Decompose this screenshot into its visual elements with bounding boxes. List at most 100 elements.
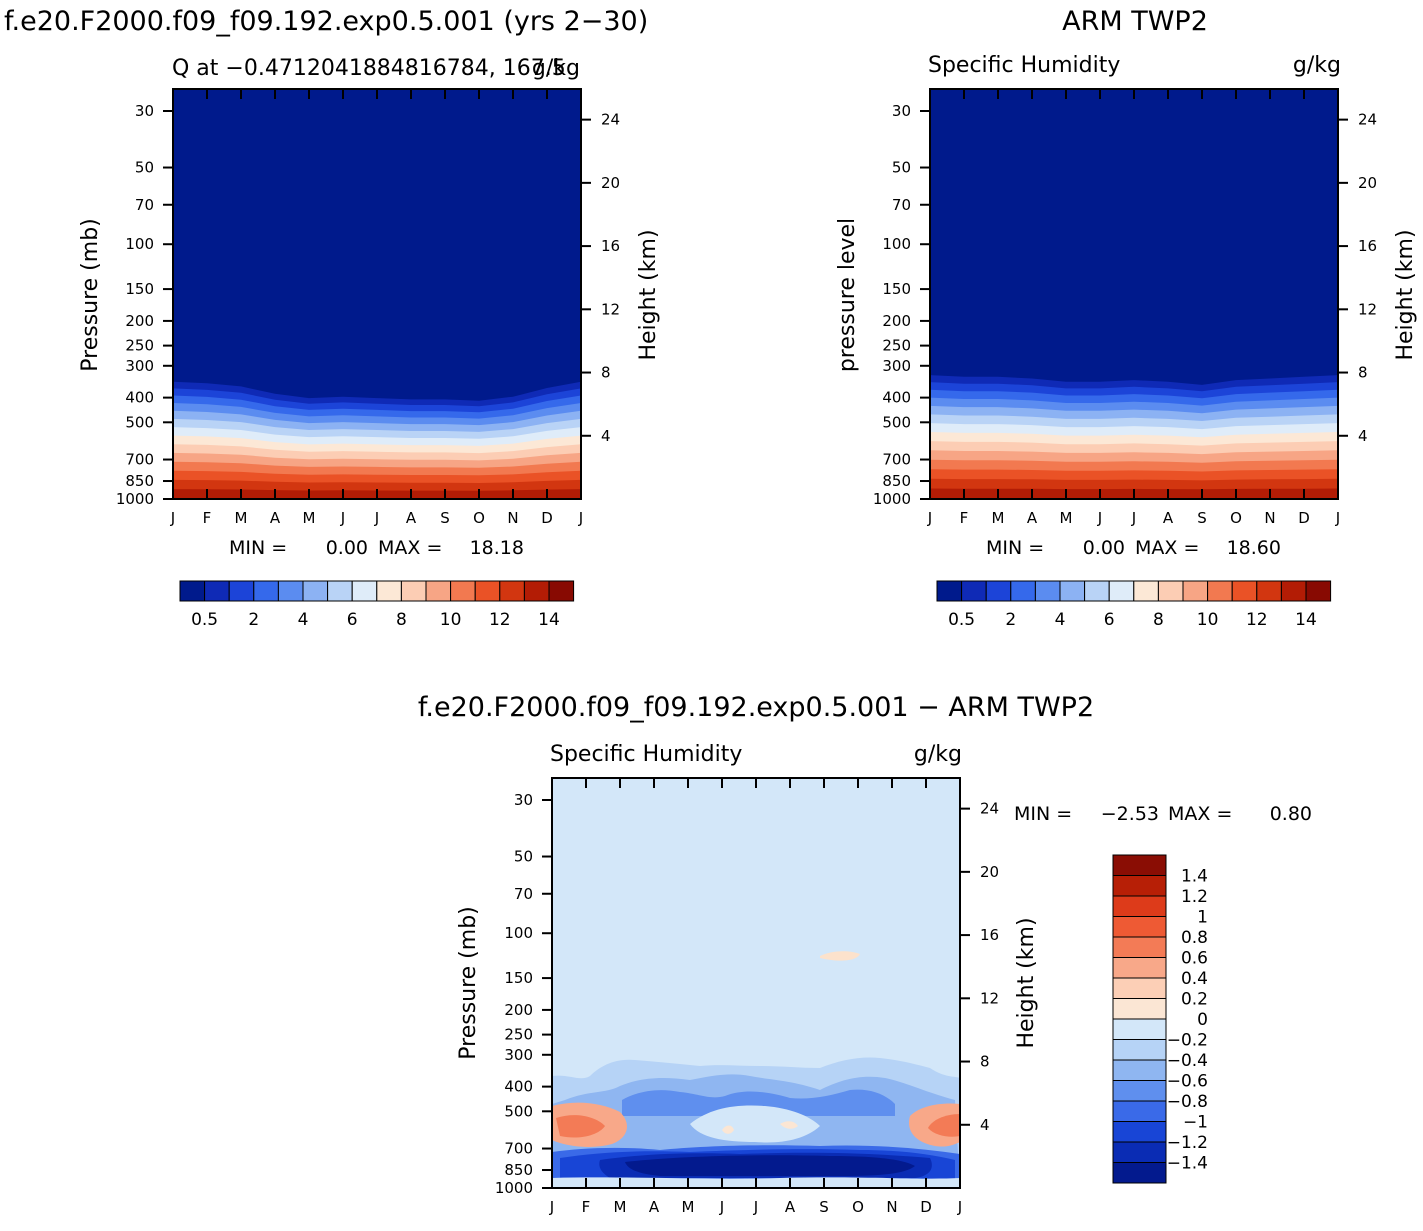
x-tick-label: A bbox=[406, 509, 417, 527]
x-tick-label: F bbox=[960, 509, 969, 527]
colorbar-box bbox=[253, 580, 279, 602]
y2-tick-label: 16 bbox=[980, 926, 999, 944]
x-tick-label: M bbox=[303, 509, 316, 527]
colorbar-box bbox=[327, 580, 353, 602]
panel-model-ticks: J F M A M J J A S O N D J 30 50 70 100 150 200 250 300 400 500… bbox=[116, 89, 620, 527]
colorbar-box bbox=[936, 580, 963, 602]
y-tick-label: 500 bbox=[504, 1102, 533, 1120]
y-tick-label: 500 bbox=[125, 413, 154, 431]
colorbar-box bbox=[1112, 1080, 1167, 1102]
y-tick-label: 100 bbox=[882, 235, 911, 253]
panel-diff-ylabel: Pressure (mb) bbox=[456, 906, 481, 1060]
colorbar-label: 12 bbox=[489, 610, 511, 630]
y-tick-label: 250 bbox=[504, 1026, 533, 1044]
x-tick-label: J bbox=[719, 1198, 724, 1216]
panel-diff-ylabel-right: Height (km) bbox=[1014, 917, 1039, 1048]
x-tick-label: A bbox=[785, 1198, 796, 1216]
panel-diff-max-value: 0.80 bbox=[1270, 803, 1312, 825]
y2-tick-label: 24 bbox=[601, 111, 620, 129]
colorbar-box bbox=[1108, 580, 1135, 602]
y2-tick-label: 8 bbox=[601, 364, 611, 382]
x-tick-label: D bbox=[1298, 509, 1310, 527]
x-tick-label: A bbox=[649, 1198, 660, 1216]
x-tick-label: J bbox=[753, 1198, 758, 1216]
x-tick-label: A bbox=[270, 509, 281, 527]
x-tick-label: A bbox=[1027, 509, 1038, 527]
y-tick-label: 30 bbox=[892, 102, 911, 120]
colorbar-box bbox=[376, 580, 402, 602]
x-tick-label: J bbox=[578, 509, 583, 527]
panel-diff-min-label: MIN = bbox=[1014, 803, 1072, 825]
y2-tick-label: 20 bbox=[1358, 174, 1377, 192]
colorbar-label: 0.5 bbox=[191, 610, 218, 630]
y-tick-label: 100 bbox=[125, 235, 154, 253]
y-tick-label: 400 bbox=[504, 1078, 533, 1096]
x-tick-label: M bbox=[682, 1198, 695, 1216]
y-tick-label: 100 bbox=[504, 924, 533, 942]
y-tick-label: 70 bbox=[514, 885, 533, 903]
panel-model-min-value: 0.00 bbox=[326, 537, 368, 559]
diff-contour-zero-dot-b bbox=[780, 1121, 798, 1129]
panel-model-ylabel: Pressure (mb) bbox=[78, 218, 103, 372]
y-tick-label: 250 bbox=[882, 337, 911, 355]
y-tick-label: 1000 bbox=[873, 490, 911, 508]
diff-contour-minus14 bbox=[625, 1155, 915, 1176]
colorbar-box bbox=[1112, 998, 1167, 1020]
colorbar-box bbox=[1112, 916, 1167, 938]
panel-obs-ylabel-right: Height (km) bbox=[1393, 229, 1418, 360]
colorbar-label: 10 bbox=[1197, 610, 1219, 630]
y-tick-label: 150 bbox=[504, 969, 533, 987]
colorbar-box bbox=[1112, 1059, 1167, 1081]
colorbar-label: 1.2 bbox=[1181, 887, 1208, 907]
diff-contour-light-mid bbox=[690, 1105, 820, 1143]
colorbar-label: −1.4 bbox=[1167, 1154, 1208, 1174]
x-tick-label: J bbox=[340, 509, 345, 527]
colorbar-box bbox=[1112, 977, 1167, 999]
colorbar-label: 0 bbox=[1197, 1010, 1208, 1030]
x-tick-label: J bbox=[927, 509, 932, 527]
y-tick-label: 30 bbox=[514, 791, 533, 809]
y2-tick-label: 16 bbox=[1358, 237, 1377, 255]
x-tick-label: M bbox=[1060, 509, 1073, 527]
colorbar-box bbox=[277, 580, 304, 602]
colorbar-label: 0.6 bbox=[1181, 949, 1208, 969]
colorbar-label: −0.6 bbox=[1167, 1072, 1208, 1092]
difference-panel-title: f.e20.F2000.f09_f09.192.exp0.5.001 − ARM… bbox=[418, 692, 1094, 723]
y-tick-label: 400 bbox=[125, 389, 154, 407]
x-tick-label: S bbox=[440, 509, 450, 527]
x-tick-label: J bbox=[1335, 509, 1340, 527]
panel-model-units: g/kg bbox=[532, 56, 580, 81]
panel-obs-field bbox=[930, 89, 1338, 499]
x-tick-label: N bbox=[886, 1198, 897, 1216]
colorbar-label: −1 bbox=[1183, 1113, 1208, 1133]
colorbar-label: 8 bbox=[396, 610, 407, 630]
y-tick-label: 500 bbox=[882, 413, 911, 431]
panel-obs-units: g/kg bbox=[1293, 53, 1341, 78]
y2-tick-label: 4 bbox=[980, 1116, 990, 1134]
y-tick-label: 30 bbox=[135, 102, 154, 120]
colorbar-box bbox=[474, 580, 501, 602]
colorbar-box bbox=[1112, 1162, 1167, 1184]
x-tick-label: J bbox=[957, 1198, 962, 1216]
panel-model-colorbar: 0.5 2 4 6 8 10 12 14 bbox=[179, 580, 575, 630]
panel-obs-ticks: J F M A M J J A S O N D J 30 50 70 100 150 200 250 300 400 500… bbox=[873, 89, 1377, 527]
panel-obs-subtitle: Specific Humidity bbox=[928, 53, 1120, 78]
y2-tick-label: 20 bbox=[980, 863, 999, 881]
diff-contour-positive-right-core bbox=[928, 1114, 960, 1137]
right-panel-title: ARM TWP2 bbox=[1062, 6, 1208, 37]
y-tick-label: 150 bbox=[882, 280, 911, 298]
panel-obs-ylabel: pressure level bbox=[835, 218, 860, 372]
y-tick-label: 300 bbox=[125, 357, 154, 375]
colorbar-box bbox=[204, 580, 230, 602]
panel-model-subtitle: Q at −0.4712041884816784, 167.5 bbox=[172, 56, 566, 81]
x-tick-label: M bbox=[992, 509, 1005, 527]
x-tick-label: D bbox=[920, 1198, 932, 1216]
colorbar-label: −1.2 bbox=[1167, 1133, 1208, 1153]
y-tick-label: 200 bbox=[504, 1001, 533, 1019]
y2-tick-label: 16 bbox=[601, 237, 620, 255]
y-tick-label: 850 bbox=[125, 472, 154, 490]
colorbar-label: −0.2 bbox=[1167, 1031, 1208, 1051]
colorbar-label: −0.8 bbox=[1167, 1092, 1208, 1112]
panel-model-max-label: MAX = bbox=[378, 537, 442, 559]
